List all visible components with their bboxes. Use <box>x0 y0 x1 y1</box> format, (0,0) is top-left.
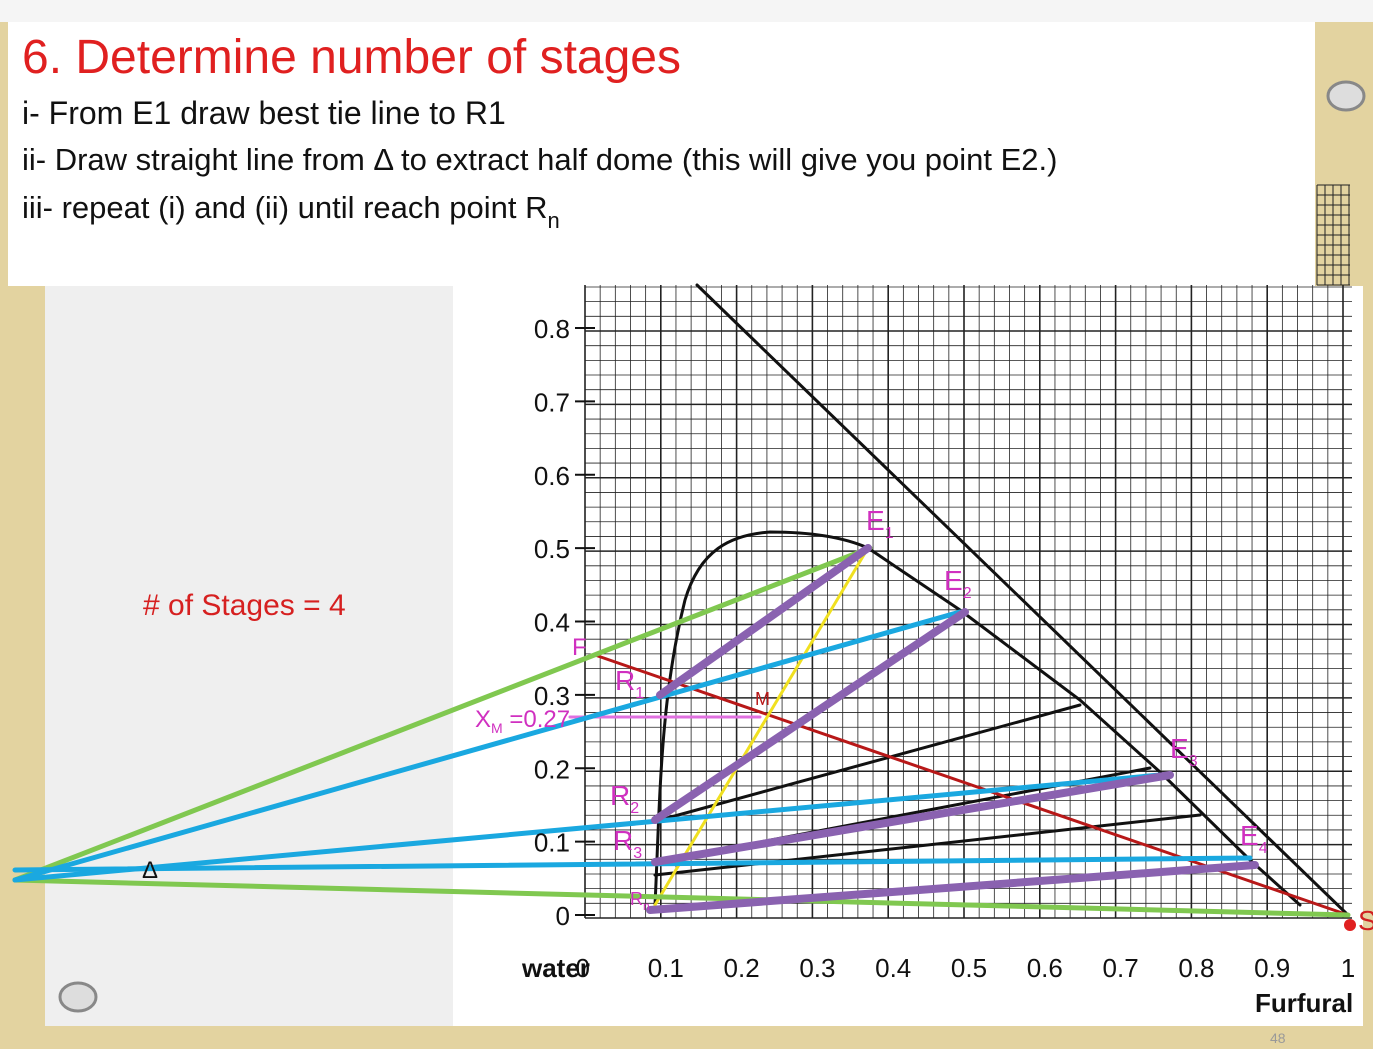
y-tick-label: 0.3 <box>534 681 570 711</box>
point-s <box>1344 919 1356 931</box>
subscript: n <box>548 208 560 233</box>
purple-tie <box>656 544 872 699</box>
yellow-line <box>653 546 870 907</box>
step: i- From E1 draw best tie line to R1 <box>22 95 506 131</box>
ticks: 0 0.1 0.2 0.3 0.4 0.5 0.6 0.7 0.8 0 0.1 0.2 0.3 0.4 0.… <box>534 314 1355 983</box>
point-label: R3 <box>613 825 642 862</box>
title: 6. Determine number of stages <box>22 31 681 84</box>
hypotenuse <box>695 283 1350 917</box>
blue-line <box>12 772 1163 883</box>
subscript: n <box>643 899 650 913</box>
label: X <box>475 706 491 733</box>
label: R <box>615 665 635 696</box>
point-label: E4 <box>1240 820 1268 857</box>
subscript: 3 <box>633 845 642 862</box>
graph-paper <box>584 184 1352 919</box>
point-label: M <box>755 689 770 709</box>
y-tick-label: 0 <box>556 901 570 931</box>
y-tick-label: 0.8 <box>534 314 570 344</box>
step: ii- Draw straight line from Δ to extract… <box>22 142 1058 177</box>
x-tick-label: 0.4 <box>875 953 911 983</box>
label: =0.27 <box>503 706 570 733</box>
text-area <box>8 22 1315 286</box>
point-label: E1 <box>866 505 894 542</box>
tie-line <box>658 703 1082 822</box>
point-label: R1 <box>615 665 644 702</box>
purple-tie <box>651 771 1174 866</box>
x-tick-label: 0.8 <box>1178 953 1214 983</box>
point-label: F <box>572 634 587 661</box>
purple-tie <box>651 608 969 824</box>
y-tick-label: 0.4 <box>534 608 570 638</box>
label: E <box>944 565 963 596</box>
delta: Δ <box>142 857 158 884</box>
subscript: 2 <box>630 800 639 817</box>
step-text: iii- repeat (i) and (ii) until reach poi… <box>22 190 548 225</box>
subscript: 1 <box>635 685 644 702</box>
step: iii- repeat (i) and (ii) until reach poi… <box>22 190 560 233</box>
green-line <box>12 545 873 883</box>
ring <box>58 981 98 1013</box>
top-bar <box>0 0 1373 22</box>
x-tick-label: 0.9 <box>1254 953 1290 983</box>
point-label: E3 <box>1170 733 1198 770</box>
left-panel <box>45 286 455 1026</box>
x-tick-label: 0.6 <box>1027 953 1063 983</box>
point-label: R2 <box>610 780 639 817</box>
y-tick-label: 0.2 <box>534 754 570 784</box>
label: E <box>1240 820 1259 851</box>
point-label: Rn <box>630 889 650 913</box>
subscript: 3 <box>1189 753 1198 770</box>
diagram-lines <box>12 283 1356 931</box>
subscript: 4 <box>1259 840 1268 857</box>
y-tick-label: 0.7 <box>534 387 570 417</box>
x-tick-label: 0.2 <box>724 953 760 983</box>
point-label: S <box>1358 905 1373 936</box>
subscript: 2 <box>963 585 972 602</box>
x-tick-label: 0.5 <box>951 953 987 983</box>
blue-line <box>12 855 1253 873</box>
x-tick-label: 1 <box>1341 953 1355 983</box>
feed-line <box>593 653 1350 917</box>
binodal-curve <box>653 530 1302 907</box>
subscript: M <box>491 720 503 736</box>
subscript: 1 <box>885 525 894 542</box>
page-number: 48 <box>1270 1030 1286 1046</box>
x-tick-label: 0.3 <box>799 953 835 983</box>
x-tick-label: 0.7 <box>1103 953 1139 983</box>
ring <box>1326 80 1366 112</box>
y-tick-label: 0.6 <box>534 461 570 491</box>
label: E <box>866 505 885 536</box>
x-tick-label: 0 <box>576 953 590 983</box>
blue-line <box>12 609 963 883</box>
label: E <box>1170 733 1189 764</box>
y-tick-label: 0.1 <box>534 828 570 858</box>
purple-tie <box>646 861 1259 914</box>
green-line <box>12 877 1351 918</box>
stages-note: # of Stages = 4 <box>143 589 346 622</box>
point-label: E2 <box>944 565 972 602</box>
x-axis-label: Furfural <box>1255 988 1353 1018</box>
point-labels: E1 E2 E3 E4 R1 R2 R3 Rn F M S XM =0.27 Δ <box>142 505 1373 936</box>
label: R <box>630 889 643 909</box>
x-axis-label: water <box>521 953 590 983</box>
label: R <box>610 780 630 811</box>
xm-label: XM =0.27 <box>475 706 570 736</box>
x-tick-label: 0.1 <box>648 953 684 983</box>
label: R <box>613 825 633 856</box>
y-tick-label: 0.5 <box>534 534 570 564</box>
